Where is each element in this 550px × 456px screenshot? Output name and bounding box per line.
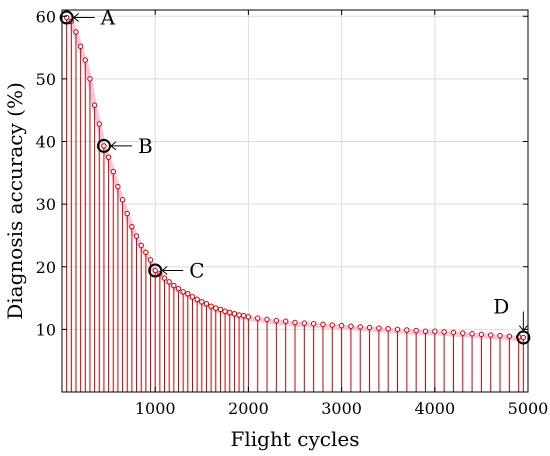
- annotation-arrowhead: [161, 266, 168, 275]
- data-point: [77, 43, 84, 50]
- data-point: [394, 326, 401, 333]
- data-point: [460, 330, 466, 336]
- data-point: [138, 242, 144, 249]
- plot-frame: [61, 9, 529, 393]
- data-point: [497, 332, 503, 339]
- data-point: [348, 323, 354, 329]
- annotation-arrowhead: [110, 141, 117, 151]
- stem-series: [63, 14, 527, 392]
- data-point: [506, 333, 513, 339]
- annotation-arrowhead: [72, 13, 79, 22]
- data-point: [91, 102, 98, 108]
- data-point: [110, 168, 116, 175]
- x-tick-label: 3000: [321, 399, 362, 418]
- data-point: [194, 296, 200, 303]
- data-point: [413, 327, 419, 334]
- highlight-circle: [516, 330, 531, 345]
- data-point: [96, 121, 102, 127]
- data-point: [357, 324, 363, 330]
- uncertainty-band: [65, 17, 524, 342]
- y-tick-label: 40: [36, 133, 56, 152]
- data-point: [124, 210, 130, 217]
- tick-labels: 1000 2000 3000 4000 5000 10 20 30 40 50 60: [36, 7, 549, 418]
- data-point: [376, 325, 382, 331]
- data-point: [115, 183, 121, 190]
- data-point: [143, 249, 149, 256]
- annotation-arrowhead: [518, 325, 528, 332]
- data-point: [320, 321, 326, 328]
- data-point: [488, 332, 494, 338]
- data-point: [450, 329, 457, 336]
- y-tick-label: 10: [36, 320, 56, 339]
- data-point: [338, 322, 345, 329]
- x-tick-label: 5000: [508, 399, 549, 418]
- data-point: [185, 290, 191, 297]
- data-point: [189, 294, 196, 300]
- data-point: [329, 322, 335, 328]
- data-point: [366, 324, 373, 331]
- data-point: [310, 321, 317, 327]
- data-point: [217, 306, 224, 313]
- data-point: [231, 311, 238, 317]
- y-axis-label: Diagnosis accuracy (%): [3, 82, 27, 320]
- data-point: [222, 308, 228, 314]
- data-point: [236, 312, 242, 318]
- data-point: [119, 197, 126, 203]
- data-point: [105, 154, 112, 160]
- data-point: [273, 317, 280, 324]
- data-point: [292, 319, 298, 326]
- data-point: [82, 57, 89, 63]
- y-tick-label: 20: [36, 258, 56, 277]
- data-point: [129, 223, 135, 230]
- data-point: [199, 299, 205, 305]
- data-point: [245, 314, 252, 320]
- data-point: [166, 279, 172, 285]
- data-point: [203, 301, 210, 307]
- data-point: [432, 328, 438, 334]
- highlight-circle: [59, 10, 74, 25]
- x-tick-label: 1000: [135, 399, 176, 418]
- y-tick-label: 60: [36, 7, 56, 26]
- annotation-label: A: [100, 6, 116, 30]
- highlight-circle: [96, 138, 111, 153]
- data-point: [133, 233, 140, 239]
- highlight-markers: [59, 10, 531, 345]
- data-point: [241, 312, 247, 319]
- x-axis-label: Flight cycles: [231, 427, 360, 451]
- data-point: [255, 315, 261, 321]
- data-point: [301, 320, 308, 326]
- data-point: [404, 327, 410, 333]
- data-point: [227, 309, 233, 316]
- highlight-circle: [148, 263, 163, 278]
- data-point: [73, 29, 79, 35]
- data-point: [264, 316, 270, 323]
- data-point: [478, 331, 485, 338]
- data-point: [422, 328, 429, 334]
- data-point: [282, 318, 289, 324]
- data-point: [180, 289, 186, 295]
- data-point: [385, 326, 391, 332]
- data-point: [213, 305, 219, 311]
- x-tick-label: 4000: [414, 399, 455, 418]
- data-point: [161, 275, 168, 281]
- data-point: [469, 331, 475, 337]
- data-point: [208, 303, 214, 309]
- data-point: [171, 282, 177, 289]
- data-point: [175, 285, 182, 292]
- data-point: [101, 143, 107, 149]
- annotation-label: B: [138, 134, 153, 158]
- data-point: [87, 76, 93, 82]
- annotations: A B C D: [72, 6, 528, 332]
- data-point: [152, 267, 158, 274]
- data-point: [520, 334, 527, 341]
- annotation-label: D: [493, 295, 509, 319]
- y-tick-label: 50: [36, 70, 56, 89]
- y-tick-label: 30: [36, 195, 56, 214]
- data-point: [441, 329, 447, 335]
- annotation-label: C: [189, 259, 204, 283]
- x-tick-label: 2000: [228, 399, 269, 418]
- data-point: [147, 257, 154, 263]
